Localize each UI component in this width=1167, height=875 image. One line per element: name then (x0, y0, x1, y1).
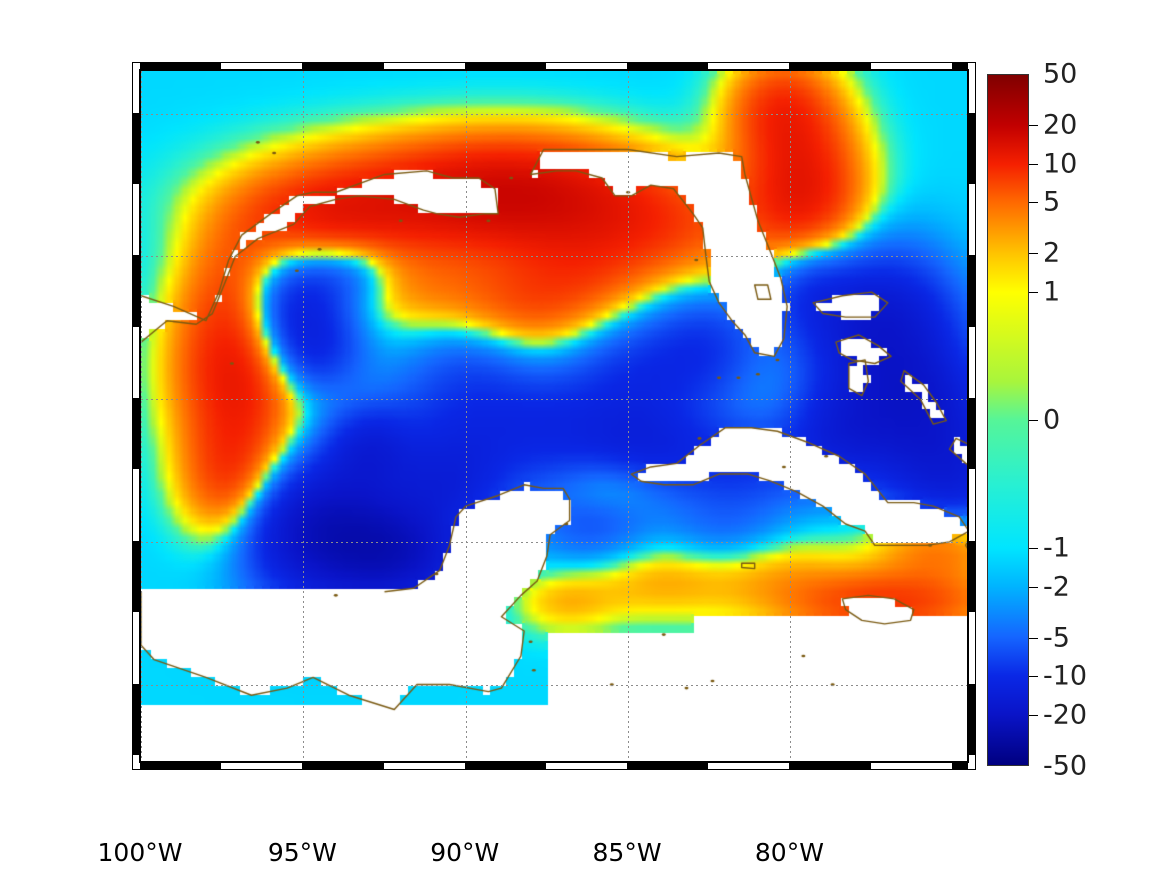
colorbar-tick-label-8: 2 (1043, 237, 1061, 269)
checker-top-2 (302, 63, 384, 70)
colorbar-tick-label-11: 20 (1043, 109, 1078, 141)
colorbar-tick-label-10: 10 (1043, 148, 1078, 180)
checker-top-0 (140, 63, 222, 70)
colorbar-tick-mark-4 (1029, 586, 1038, 588)
colorbar-tick-mark-10 (1029, 163, 1038, 165)
colorbar-tick-mark-2 (1029, 676, 1038, 678)
checker-left-6 (133, 255, 140, 327)
checker-right-0 (968, 683, 975, 755)
colorbar-tick-label-0: -50 (1043, 750, 1088, 782)
checker-left-2 (133, 540, 140, 613)
colorbar-tick-label-4: -2 (1043, 571, 1070, 603)
checker-left-0 (133, 683, 140, 755)
checker-bottom-10 (951, 762, 968, 769)
colorbar-tick-label-1: -20 (1043, 699, 1088, 731)
checker-right-2 (968, 540, 975, 613)
checker-bottom-4 (464, 762, 546, 769)
colorbar-tick-label-5: -1 (1043, 532, 1070, 564)
checker-bottom-8 (789, 762, 871, 769)
colorbar-tick-mark-9 (1029, 202, 1038, 204)
checker-left-8 (133, 112, 140, 185)
checker-right-6 (968, 255, 975, 327)
checker-right-4 (968, 398, 975, 470)
map-frame (140, 70, 968, 762)
colorbar-tick-mark-1 (1029, 714, 1038, 716)
checker-top-8 (789, 63, 871, 70)
checker-top-10 (951, 63, 968, 70)
colorbar-tick-mark-6 (1029, 420, 1038, 421)
checker-top-6 (627, 63, 709, 70)
colorbar-tick-mark-5 (1029, 548, 1038, 550)
colorbar-tick-mark-3 (1029, 637, 1038, 639)
colorbar-tick-label-9: 5 (1043, 186, 1061, 218)
checker-top-4 (464, 63, 546, 70)
colorbar-tick-label-6: 0 (1043, 404, 1061, 436)
colorbar-tick-label-12: 50 (1043, 58, 1078, 90)
heatmap-canvas (141, 71, 967, 761)
checker-right-8 (968, 112, 975, 185)
colorbar-tick-label-7: 1 (1043, 276, 1061, 308)
x-tick-label-2: 90°W (430, 838, 500, 867)
colorbar-tick-mark-11 (1029, 125, 1038, 126)
checker-bottom-2 (302, 762, 384, 769)
colorbar-tick-mark-7 (1029, 291, 1038, 293)
data-field-heatmap (141, 71, 967, 761)
colorbar: -50 -20 -10 -5 -2 -1 0 1 2 5 10 20 50 (987, 59, 1087, 782)
colorbar-tick-label-3: -5 (1043, 622, 1070, 654)
x-tick-label-1: 95°W (267, 838, 337, 867)
checker-bottom-6 (627, 762, 709, 769)
x-tick-label-0: 100°W (97, 838, 183, 867)
colorbar-tick-mark-8 (1029, 253, 1038, 255)
map-plot-area: 100°W 95°W 90°W 85°W 80°W (98, 62, 976, 867)
checker-bottom-0 (140, 762, 222, 769)
x-tick-label-3: 85°W (592, 838, 662, 867)
colorbar-tick-label-2: -10 (1043, 660, 1088, 692)
x-tick-label-4: 80°W (754, 838, 824, 867)
checker-left-4 (133, 398, 140, 470)
colorbar-gradient (987, 74, 1029, 766)
